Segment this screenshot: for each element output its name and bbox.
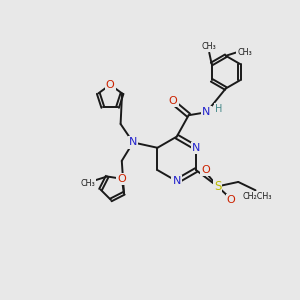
Text: O: O xyxy=(169,96,178,106)
Text: CH₃: CH₃ xyxy=(80,179,95,188)
Text: CH₃: CH₃ xyxy=(202,42,217,51)
Text: CH₂CH₃: CH₂CH₃ xyxy=(242,192,272,201)
Text: O: O xyxy=(106,80,115,90)
Text: N: N xyxy=(202,107,211,117)
Text: O: O xyxy=(117,174,126,184)
Text: N: N xyxy=(172,176,181,186)
Text: O: O xyxy=(227,195,236,206)
Text: H: H xyxy=(215,104,223,114)
Text: S: S xyxy=(214,180,221,193)
Text: N: N xyxy=(129,137,137,147)
Text: N: N xyxy=(192,143,200,153)
Text: CH₃: CH₃ xyxy=(237,48,252,57)
Text: O: O xyxy=(201,165,210,176)
